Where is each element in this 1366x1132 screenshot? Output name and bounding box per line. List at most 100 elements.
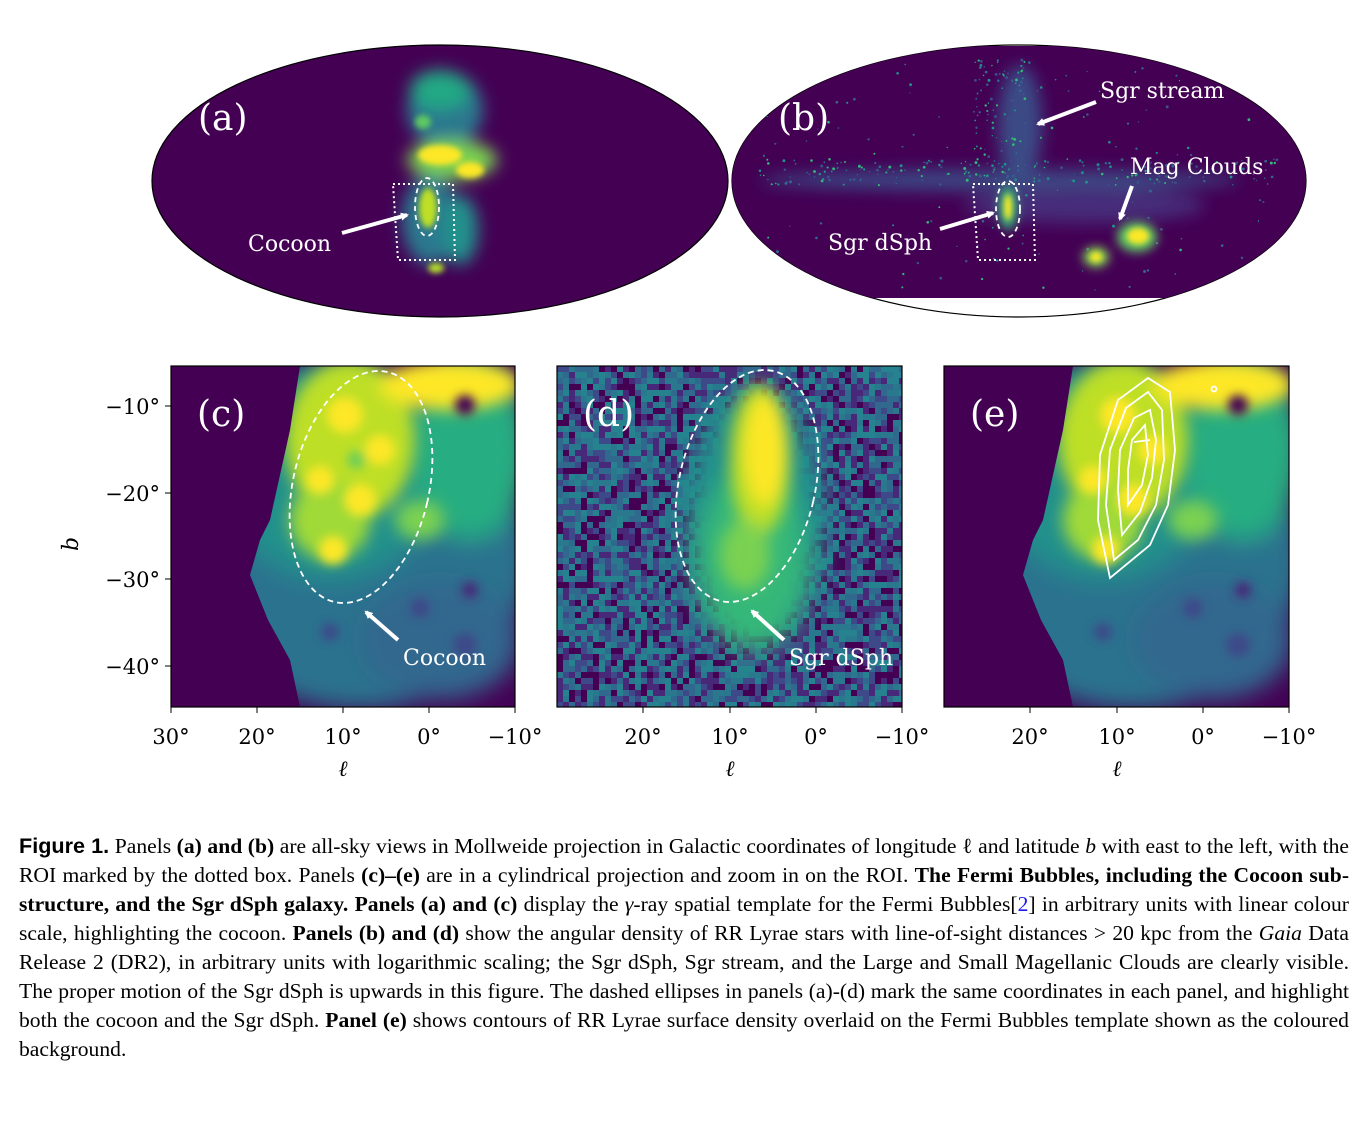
noise-pixel bbox=[665, 570, 671, 576]
noise-pixel bbox=[713, 684, 719, 690]
noise-pixel bbox=[647, 552, 653, 558]
noise-pixel bbox=[803, 660, 809, 666]
x-tick-label: −10° bbox=[875, 725, 930, 749]
noise-pixel bbox=[587, 660, 593, 666]
noise-pixel bbox=[569, 396, 575, 402]
noise-pixel bbox=[605, 516, 611, 522]
noise-pixel bbox=[587, 684, 593, 690]
star-point bbox=[1247, 118, 1251, 122]
noise-pixel bbox=[857, 402, 863, 408]
noise-pixel bbox=[893, 690, 899, 696]
noise-pixel bbox=[779, 648, 785, 654]
noise-pixel bbox=[857, 564, 863, 570]
noise-pixel bbox=[875, 402, 881, 408]
noise-pixel bbox=[869, 600, 875, 606]
noise-pixel bbox=[833, 546, 839, 552]
star-point bbox=[857, 164, 861, 168]
noise-pixel bbox=[581, 624, 587, 630]
noise-pixel bbox=[767, 654, 773, 660]
noise-pixel bbox=[803, 684, 809, 690]
noise-pixel bbox=[713, 672, 719, 678]
noise-pixel bbox=[623, 438, 629, 444]
noise-pixel bbox=[893, 372, 899, 378]
star-point bbox=[1275, 158, 1279, 162]
noise-pixel bbox=[719, 396, 725, 402]
noise-pixel bbox=[893, 594, 899, 600]
noise-pixel bbox=[593, 390, 599, 396]
star-point bbox=[815, 236, 818, 240]
noise-pixel bbox=[851, 396, 857, 402]
noise-pixel bbox=[761, 372, 767, 378]
noise-pixel bbox=[611, 570, 617, 576]
star-point bbox=[794, 162, 797, 165]
noise-pixel bbox=[695, 690, 701, 696]
noise-pixel bbox=[695, 654, 701, 660]
noise-pixel bbox=[863, 630, 869, 636]
noise-pixel bbox=[827, 438, 833, 444]
noise-pixel bbox=[809, 420, 815, 426]
citation-link[interactable]: 2 bbox=[1017, 892, 1029, 916]
noise-pixel bbox=[833, 618, 839, 624]
noise-pixel bbox=[857, 522, 863, 528]
noise-pixel bbox=[791, 372, 797, 378]
noise-pixel bbox=[899, 438, 902, 444]
noise-pixel bbox=[839, 534, 845, 540]
noise-pixel bbox=[863, 594, 869, 600]
noise-pixel bbox=[563, 432, 569, 438]
noise-pixel bbox=[719, 384, 725, 390]
noise-pixel bbox=[659, 654, 665, 660]
noise-pixel bbox=[827, 456, 833, 462]
noise-pixel bbox=[641, 438, 647, 444]
star-point bbox=[859, 169, 862, 171]
noise-pixel bbox=[623, 648, 629, 654]
noise-pixel bbox=[671, 366, 677, 372]
noise-pixel bbox=[659, 396, 665, 402]
noise-pixel bbox=[737, 678, 743, 684]
noise-pixel bbox=[557, 426, 563, 432]
noise-pixel bbox=[575, 528, 581, 534]
noise-pixel bbox=[797, 636, 803, 642]
noise-pixel bbox=[677, 702, 683, 707]
noise-pixel bbox=[689, 648, 695, 654]
noise-pixel bbox=[779, 654, 785, 660]
noise-pixel bbox=[599, 636, 605, 642]
star-point bbox=[995, 136, 998, 139]
noise-pixel bbox=[683, 420, 689, 426]
noise-pixel bbox=[875, 468, 881, 474]
noise-pixel bbox=[779, 660, 785, 666]
noise-pixel bbox=[863, 450, 869, 456]
noise-pixel bbox=[839, 456, 845, 462]
star-point bbox=[1027, 61, 1031, 64]
noise-pixel bbox=[845, 612, 851, 618]
noise-pixel bbox=[827, 402, 833, 408]
star-point bbox=[1056, 189, 1059, 191]
star-point bbox=[1003, 162, 1007, 166]
star-point bbox=[1078, 160, 1081, 163]
noise-pixel bbox=[893, 576, 899, 582]
noise-pixel bbox=[767, 690, 773, 696]
noise-pixel bbox=[617, 654, 623, 660]
noise-pixel bbox=[893, 660, 899, 666]
noise-pixel bbox=[785, 702, 791, 707]
noise-pixel bbox=[665, 684, 671, 690]
star-point bbox=[968, 174, 972, 178]
noise-pixel bbox=[845, 384, 851, 390]
noise-pixel bbox=[737, 654, 743, 660]
noise-pixel bbox=[557, 582, 563, 588]
star-point bbox=[1046, 161, 1050, 164]
noise-pixel bbox=[581, 606, 587, 612]
noise-pixel bbox=[869, 462, 875, 468]
noise-pixel bbox=[587, 546, 593, 552]
noise-pixel bbox=[737, 648, 743, 654]
noise-pixel bbox=[839, 450, 845, 456]
noise-pixel bbox=[593, 450, 599, 456]
noise-pixel bbox=[893, 564, 899, 570]
noise-pixel bbox=[803, 630, 809, 636]
noise-pixel bbox=[833, 450, 839, 456]
noise-pixel bbox=[809, 636, 815, 642]
noise-pixel bbox=[599, 402, 605, 408]
noise-pixel bbox=[851, 600, 857, 606]
noise-pixel bbox=[869, 396, 875, 402]
star-point bbox=[1013, 165, 1015, 168]
noise-pixel bbox=[623, 594, 629, 600]
